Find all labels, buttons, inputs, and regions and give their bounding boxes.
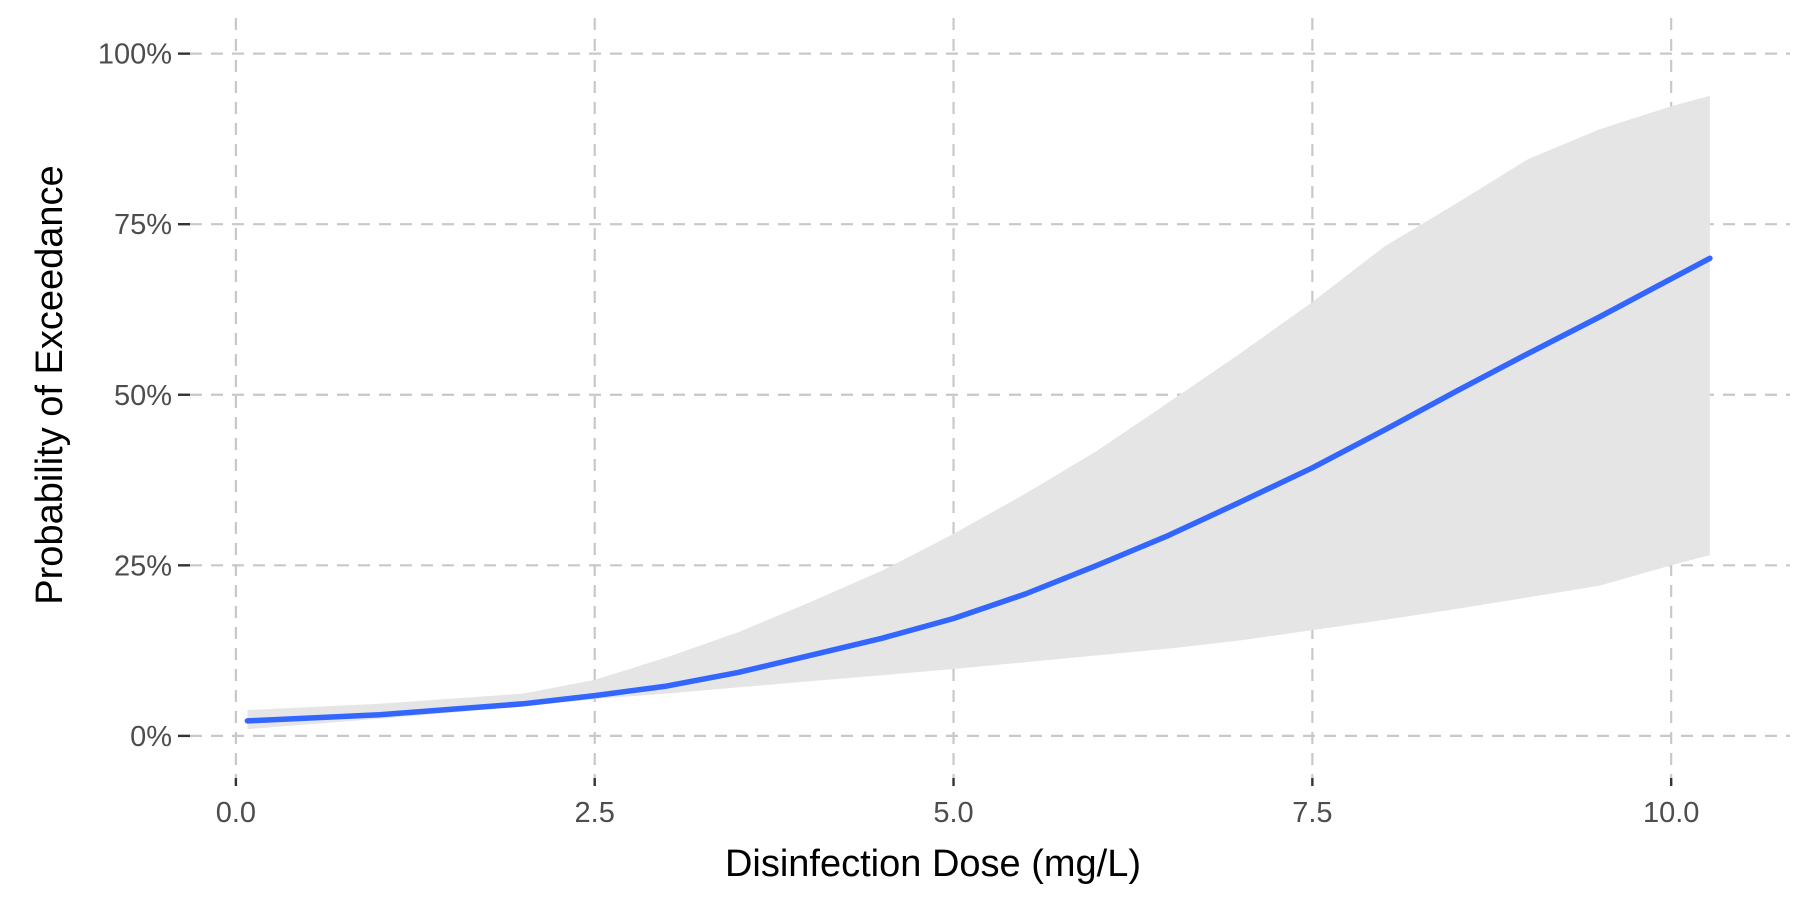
x-tick-label: 7.5 — [1292, 797, 1332, 829]
confidence-band-layer — [247, 95, 1710, 730]
fit-line-layer — [244, 255, 1713, 724]
axes-layer: 0.0 2.5 5.0 7.5 10.0 0% 25% 50% 75% 100% — [98, 39, 1700, 829]
y-tick-label: 100% — [98, 39, 172, 71]
x-tick-label: 10.0 — [1643, 797, 1699, 829]
y-tick-label: 75% — [114, 209, 172, 241]
x-axis-title: Disinfection Dose (mg/L) — [725, 843, 1141, 885]
x-tick-label: 5.0 — [933, 797, 973, 829]
x-tick-label: 0.0 — [216, 797, 256, 829]
confidence-band — [247, 95, 1710, 730]
y-tick-label: 0% — [130, 721, 172, 753]
x-tick-label: 2.5 — [575, 797, 615, 829]
fitted-probability-line — [244, 255, 1713, 724]
y-tick-label: 25% — [114, 550, 172, 582]
y-tick-label: 50% — [114, 380, 172, 412]
y-axis-title: Probability of Exceedance — [29, 165, 71, 604]
